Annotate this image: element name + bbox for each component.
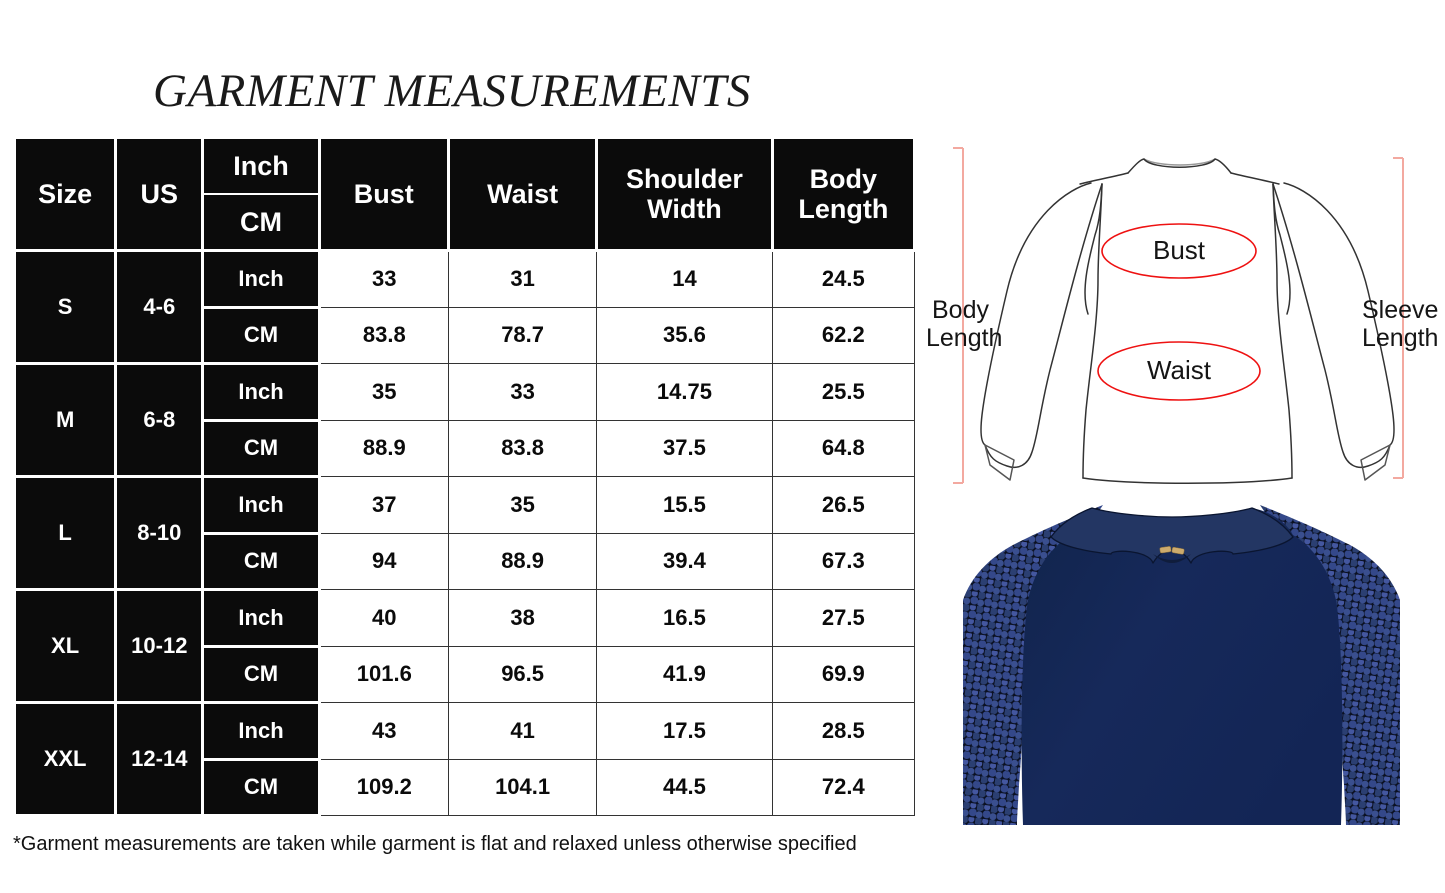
svg-text:Body: Body [932,296,989,324]
svg-text:Length: Length [1362,324,1438,352]
svg-text:Bust: Bust [1153,235,1206,265]
svg-text:Sleeve: Sleeve [1362,296,1438,324]
svg-text:Length: Length [926,324,1002,352]
svg-text:Waist: Waist [1147,355,1212,385]
